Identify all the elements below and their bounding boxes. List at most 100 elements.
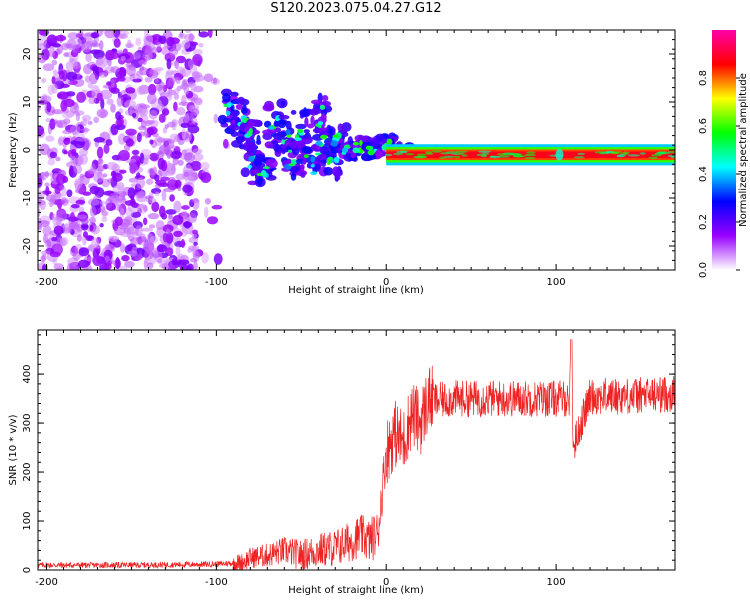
snr-x-tick-label: 0 [383, 577, 389, 588]
heatmap-cell [182, 164, 194, 177]
heatmap-cell [148, 224, 156, 229]
heatmap-cell [41, 253, 47, 261]
heatmap-cell [135, 37, 142, 46]
heatmap-cell [229, 123, 241, 131]
heatmap-cell [61, 129, 73, 135]
heatmap-cell [119, 208, 125, 219]
heatmap-cell [118, 66, 127, 77]
heatmap-cell [51, 76, 56, 85]
heatmap-cell [236, 136, 244, 144]
heatmap-cell [240, 122, 246, 130]
heatmap-cell [167, 121, 176, 128]
colorbar-label: Normalized spectral amplitude [738, 73, 749, 227]
heatmap-cell [88, 96, 97, 105]
heatmap-cell [377, 144, 383, 149]
heatmap-cell [320, 159, 327, 164]
heatmap-cell [206, 216, 219, 225]
heatmap-cell [125, 128, 137, 136]
heatmap-cell [160, 159, 168, 172]
heatmap-cell [181, 210, 188, 219]
heatmap-cell [182, 184, 193, 193]
heatmap-cell [301, 146, 312, 154]
heatmap-cell [110, 103, 116, 113]
heatmap-cell [41, 250, 51, 255]
heatmap-cell [154, 78, 160, 84]
heatmap-cell [89, 216, 96, 224]
heatmap-cell [70, 124, 81, 135]
heatmap-cell [81, 224, 89, 229]
heatmap-cell [183, 113, 190, 124]
heatmap-cell [174, 179, 182, 189]
heatmap-cell [167, 176, 177, 186]
heatmap-cell [169, 133, 180, 143]
heatmap-cell [63, 137, 71, 146]
heatmap-cell [131, 149, 140, 156]
heatmap-cell [103, 143, 110, 154]
heatmap-cell [87, 198, 100, 206]
heatmap-cell [145, 45, 154, 56]
heatmap-cell [211, 204, 223, 210]
heatmap-cell [51, 59, 58, 66]
snr-y-axis-title: SNR (10 * v/v) [8, 414, 19, 485]
heatmap-cell [125, 138, 134, 147]
heatmap-cell [172, 156, 179, 166]
heatmap-cell [183, 220, 192, 229]
heatmap-cell [292, 147, 300, 156]
heatmap-cell [166, 58, 172, 70]
snr-y-tick-label: 0 [22, 567, 33, 573]
heatmap-cell [146, 93, 157, 105]
heatmap-cell [89, 224, 94, 232]
colorbar-tick-label: 0.6 [698, 118, 709, 134]
heatmap-cell [337, 123, 344, 133]
heatmap-cell [62, 118, 71, 125]
heatmap-cell [75, 111, 81, 122]
heatmap-cell [187, 263, 194, 270]
heatmap-cell [89, 185, 100, 195]
heatmap-cell [304, 117, 309, 127]
heatmap-cell [69, 165, 74, 178]
spectrogram-y-tick-label: -20 [22, 238, 33, 254]
heatmap-cell [115, 111, 122, 121]
heatmap-cell [90, 32, 100, 39]
heatmap-cell [136, 70, 144, 77]
heatmap-cell [125, 62, 135, 68]
heatmap-cell [39, 200, 46, 211]
heatmap-cell [91, 65, 99, 72]
snr-axis-ticks: -200 -100 0 100 0 100 200 300 400 [22, 330, 676, 588]
heatmap-cell [262, 103, 275, 112]
heatmap-cell [45, 117, 51, 123]
spectrogram-x-tick-label: -200 [35, 277, 58, 288]
heatmap-cell [667, 154, 675, 158]
heatmap-cell [145, 197, 157, 204]
heatmap-cell [142, 244, 155, 252]
heatmap-cell [273, 143, 282, 153]
heatmap-cell [91, 84, 100, 97]
snr-x-tick-label: -200 [35, 577, 58, 588]
heatmap-cell [169, 37, 180, 45]
heatmap-cell [87, 120, 93, 125]
heatmap-cell [168, 214, 173, 220]
heatmap-cell [68, 57, 75, 63]
heatmap-cell [179, 31, 184, 38]
heatmap-cell [44, 182, 50, 187]
heatmap-cell [651, 154, 662, 157]
heatmap-cell [254, 153, 266, 164]
heatmap-cell [121, 255, 130, 262]
spectrogram-y-tick-label: -10 [22, 190, 33, 206]
heatmap-cell [38, 125, 45, 136]
colorbar-tick-label: 0.4 [698, 166, 709, 182]
heatmap-cell [384, 153, 393, 157]
heatmap-cell [278, 114, 290, 120]
heatmap-cell [415, 155, 428, 158]
heatmap-cell [158, 35, 167, 45]
heatmap-cell [143, 33, 154, 46]
heatmap-cell [60, 99, 68, 112]
heatmap-cell [104, 255, 110, 262]
heatmap-cell [163, 169, 175, 177]
heatmap-cell [145, 178, 154, 185]
heatmap-cell [139, 65, 145, 71]
heatmap-cell [341, 147, 349, 154]
heatmap-cell [310, 155, 316, 163]
heatmap-cell [187, 124, 200, 134]
heatmap-cell [119, 243, 126, 253]
